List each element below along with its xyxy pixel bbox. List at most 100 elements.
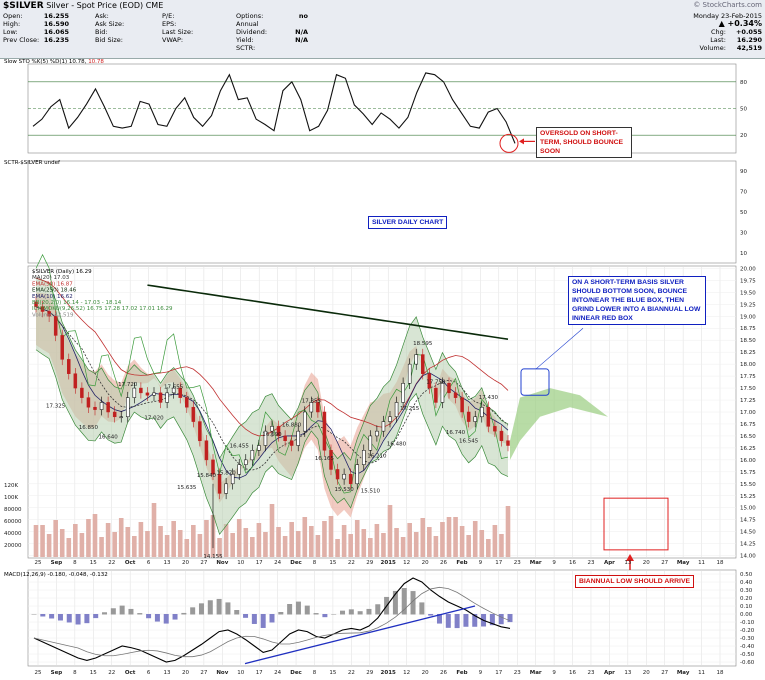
candle-body [355,464,359,485]
candle-body [230,473,235,485]
price-tick-label: 17.00 [740,410,756,416]
volume-bar [276,527,281,557]
x-tick-label: 17 [495,670,502,676]
macd-histogram-bar [392,590,398,615]
sctr-tick-label: 30 [740,230,747,236]
price-annotation: 16.880 [282,423,302,429]
price-tick-label: 14.75 [740,518,756,524]
quote-row: Yield: N/A [236,36,308,44]
x-tick-label: 8 [313,670,317,676]
candle-body [185,397,189,408]
biannual-note: BIANNUAL LOW SHOULD ARRIVE [575,575,695,588]
macd-histogram-bar [340,610,346,615]
volume-bar [92,514,98,557]
macd-histogram-bar [269,614,275,623]
price-annotation: 17.720 [118,382,138,388]
x-tick-label: May [677,560,690,566]
quote-label: VWAP: [162,36,184,44]
candle-body [499,430,504,441]
quote-row: Low: 16.065 [3,28,69,36]
volume-bar [151,503,157,557]
outlook-pointer [535,328,584,370]
quote-value: 16.235 [43,36,69,44]
quote-label: Ask Size: [95,20,125,28]
volume-bar [217,538,222,557]
quote-row: Options: no [236,12,308,20]
x-tick-label: Dec [290,560,302,566]
macd-histogram-bar [40,614,46,617]
candle-body [289,440,294,446]
candle-body [99,402,104,410]
volume-bar [250,537,255,557]
change-pct: ▲ +0.34% [718,19,762,28]
candle-body [119,416,123,418]
volume-row: Volume: 42,519 [693,44,762,52]
candle-body [421,354,425,374]
x-tick-label: 20 [422,560,429,566]
volume-bar [486,539,491,557]
candle-body [152,392,156,396]
candle-body [40,306,45,312]
volume-bar [440,522,445,557]
volume-tick-label: 120K [4,483,18,489]
quote-row: High: 16.590 [3,20,69,28]
macd-histogram-bar [313,613,319,615]
candle-body [237,464,241,475]
price-legend-item: $SILVER (Daily) 16.29 [32,269,92,275]
volume-bar [118,518,124,557]
x-tick-label: Nov [216,560,228,566]
volume-bar [164,535,170,557]
volume-bar [499,534,504,557]
volume-bar [86,519,91,557]
volume-bar [269,504,275,557]
quote-label: P/E: [162,12,175,20]
quote-value: no [298,12,308,20]
candle-body [86,397,91,408]
brand-logo[interactable]: © StockCharts.com [693,1,762,9]
x-tick-label: Sep [51,560,63,566]
price-tick-label: 19.75 [740,278,756,284]
macd-histogram-bar [278,612,284,615]
price-annotation: 17.355 [302,399,322,405]
macd-histogram-bar [207,600,213,615]
quote-label: Annual Dividend: [236,20,268,36]
x-tick-label: 18 [717,670,724,676]
volume-bar [420,518,426,557]
macd-histogram-bar [331,614,337,615]
chart-caption: SILVER DAILY CHART [368,216,448,229]
price-annotation: 18.595 [413,341,433,347]
quote-label: Yield: [236,36,254,44]
macd-histogram-bar [172,614,178,620]
x-tick-label: 23 [587,560,594,566]
sctr-tick-label: 90 [740,169,747,175]
volume-bar [197,534,203,557]
candle-body [453,392,458,398]
price-annotation: 14.155 [203,554,223,560]
quote-label: Ask: [95,12,109,20]
candle-body [283,435,287,441]
x-tick-label: 10 [237,560,244,566]
volume-bar [387,505,393,557]
x-tick-label: 11 [698,560,705,566]
candle-body [53,316,58,336]
quote-row: Last Size: [162,28,220,36]
price-annotation: 15.635 [177,485,197,491]
x-tick-label: 25 [35,560,42,566]
volume-bar [413,532,419,557]
volume-bar [263,532,268,557]
volume-bar [348,534,353,557]
candle-body [47,311,51,317]
quote-row: Prev Close: 16.235 [3,36,69,44]
x-tick-label: 25 [35,670,42,676]
last-label: Last: [710,36,726,44]
volume-bar [138,522,144,557]
quote-row: Annual Dividend: N/A [236,20,308,36]
macd-histogram-bar [322,614,328,618]
x-tick-label: 26 [440,560,447,566]
macd-histogram-bar [507,614,513,623]
candle-body [296,430,300,446]
volume-bar [99,537,104,557]
candle-body [276,426,281,437]
x-tick-label: 15 [90,670,97,676]
macd-histogram-bar [375,604,381,615]
